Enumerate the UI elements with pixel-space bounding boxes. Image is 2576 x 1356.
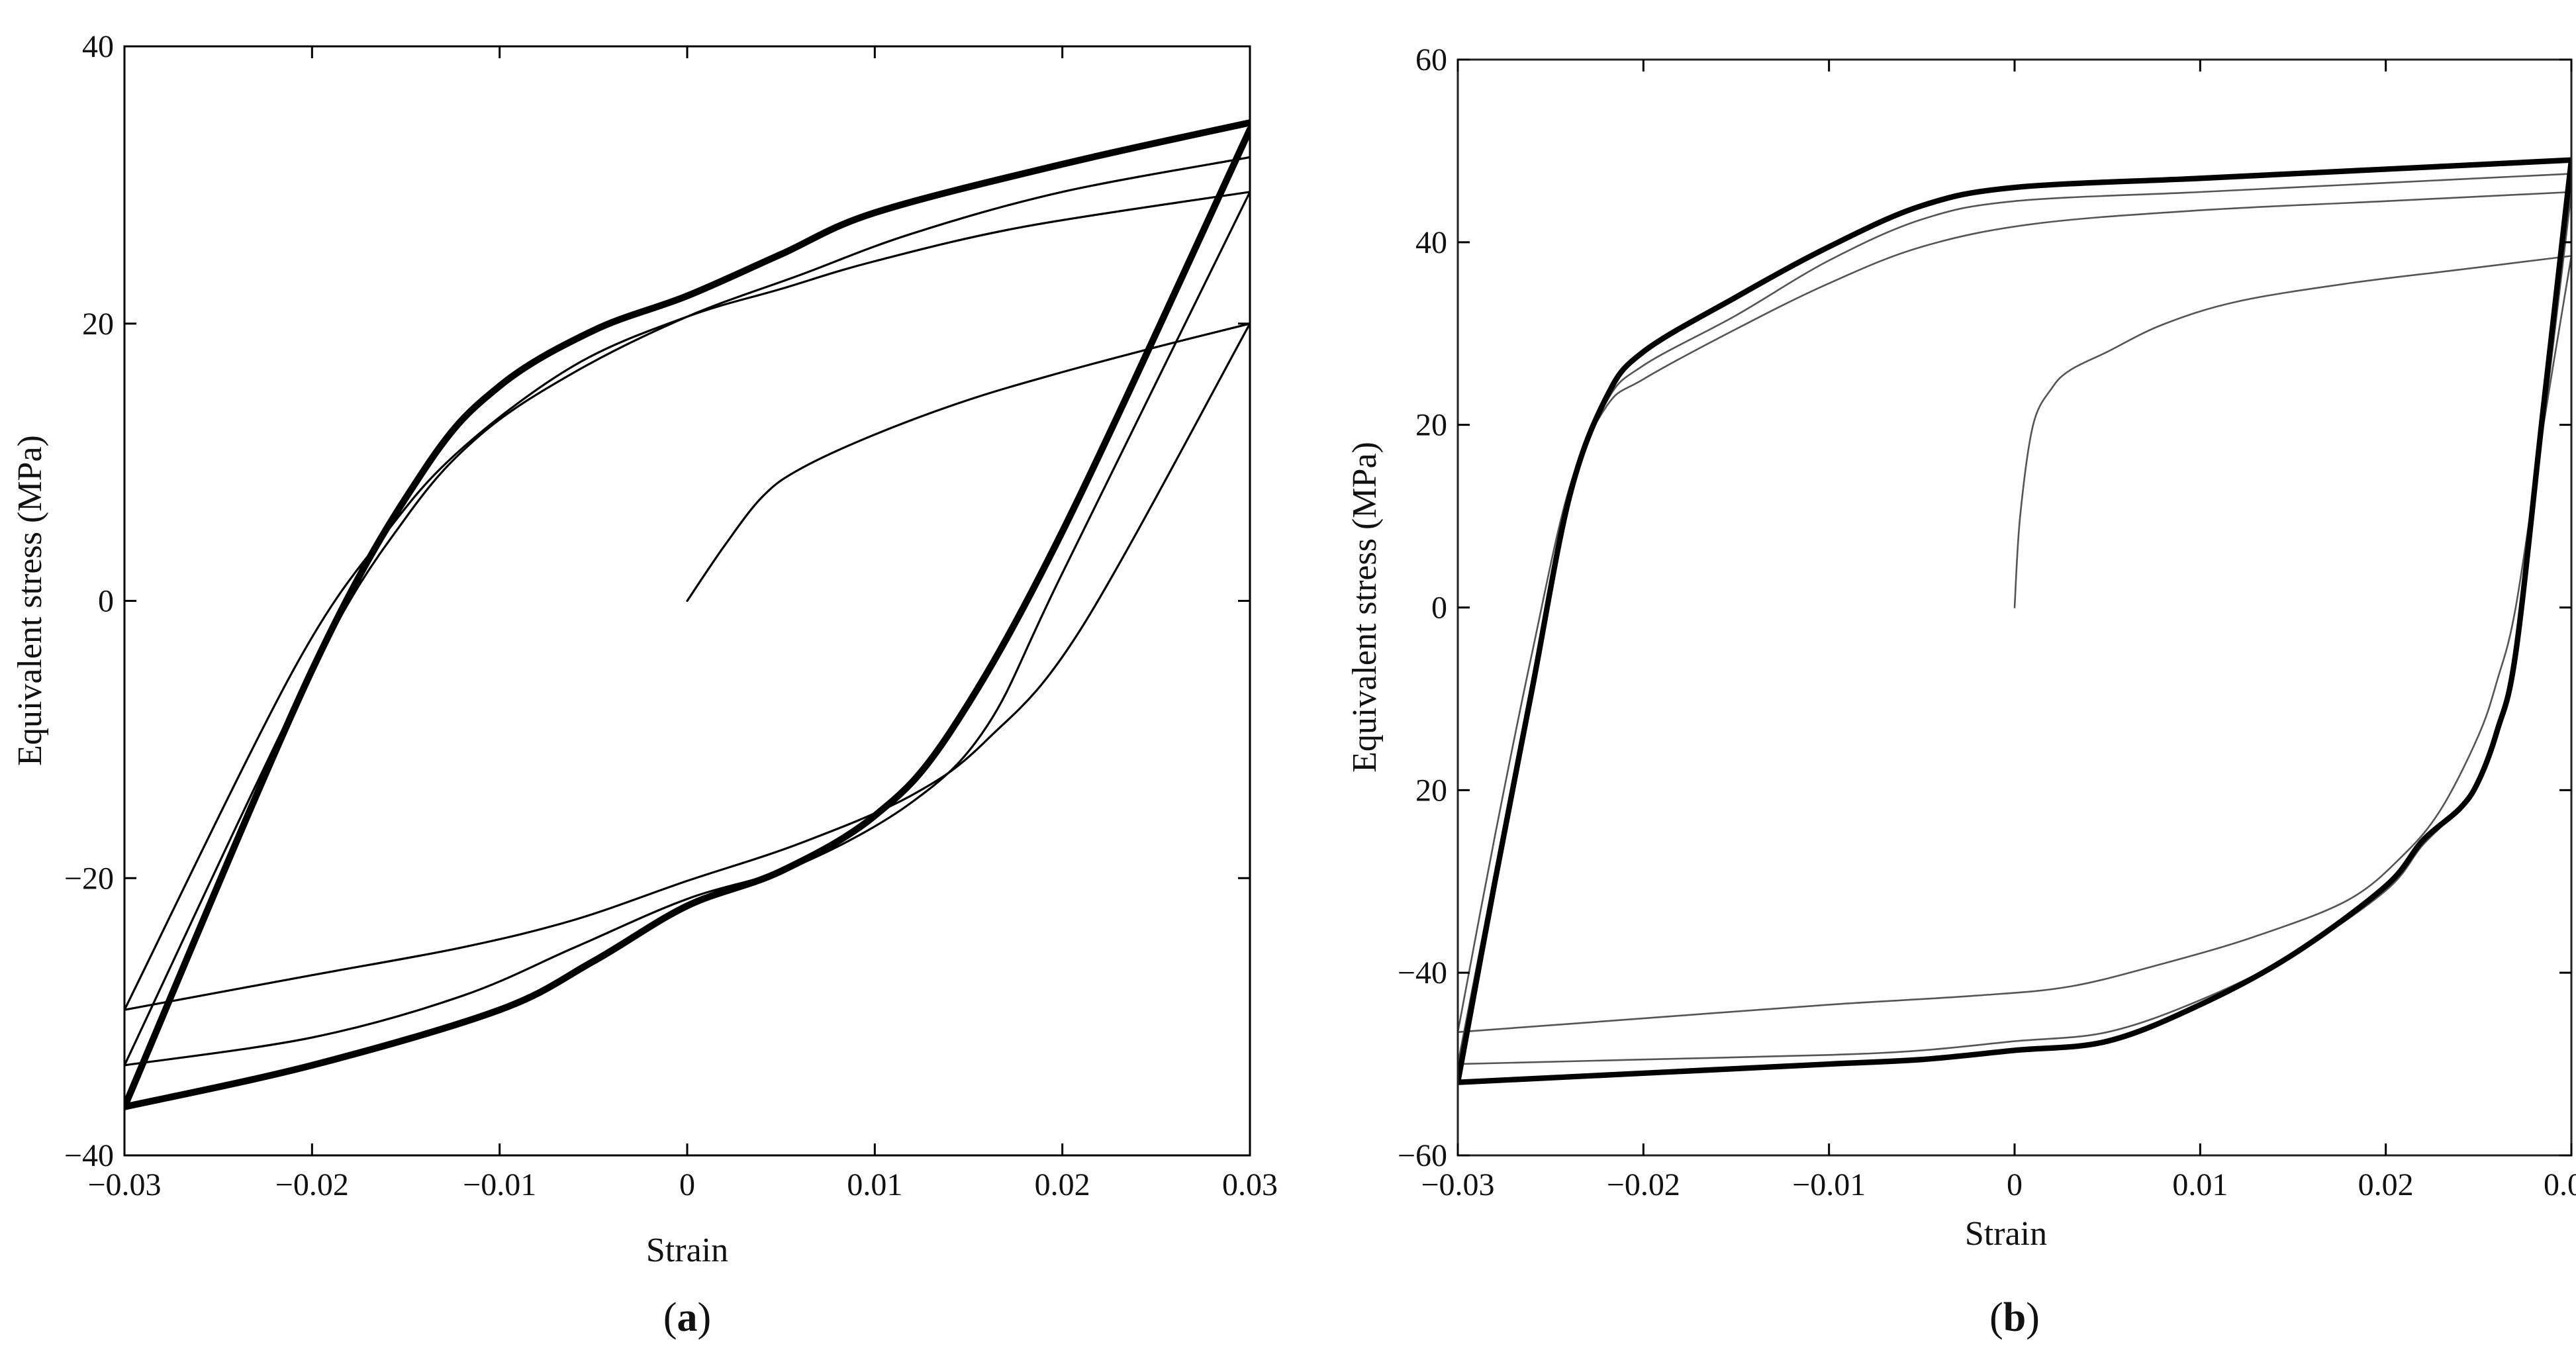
panel-a-series-line-1 (124, 322, 1250, 1011)
panel-b-ticks: −0.03 −0.02 −0.01 0 0.01 0.02 0.03 −60 −40 20 0 20 4… (1398, 42, 2576, 1202)
panel-a-series-line-2 (124, 191, 1250, 1011)
panel-a-ticks: −0.03 −0.02 −0.01 0 0.01 0.02 0.03 −40 −20 0 20 40 (64, 29, 1278, 1202)
panel-b-x-tick-label: −0.01 (1792, 1167, 1866, 1202)
panel-b-x-tick-label: −0.02 (1607, 1167, 1680, 1202)
panel-b-series-line-1 (1458, 255, 2571, 1034)
panel-b-label-letter: b (2003, 1295, 2026, 1340)
panel-a-x-tick-label: −0.02 (275, 1167, 349, 1202)
panel-b-y-axis-title: Equivalent stress (MPa) (1346, 442, 1384, 773)
panel-b-series-line-2 (1458, 191, 2571, 1034)
panel-b-x-tick-label: 0.03 (2544, 1167, 2576, 1202)
panel-a-x-tick-label: 0.03 (1222, 1167, 1278, 1202)
panel-b-stress-strain-chart: −0.03 −0.02 −0.01 0 0.01 0.02 0.03 −60 −40 20 0 20 4… (1346, 42, 2576, 1340)
panel-b-series-line-3 (1458, 191, 2571, 1065)
panel-a-x-tick-label: −0.01 (463, 1167, 536, 1202)
panel-b-label: (b) (1989, 1295, 2040, 1340)
panel-a-series-line-5 (124, 126, 1250, 1110)
panel-b-series-line-4 (1458, 173, 2571, 1065)
panel-a-series-line-6 (124, 119, 1250, 1110)
panel-a-y-tick-label: −20 (64, 861, 114, 896)
panel-a-label: (a) (663, 1295, 711, 1340)
panel-b-y-tick-label: −40 (1398, 955, 1447, 991)
panel-a-y-tick-label: 0 (98, 584, 114, 619)
panel-a-series-layer (124, 119, 1250, 1110)
panel-b-x-tick-label: 0 (2007, 1167, 2023, 1202)
panel-b-series-layer (1458, 157, 2571, 1085)
panel-a-x-tick-label: 0.02 (1035, 1167, 1090, 1202)
panel-a-x-axis-title: Strain (646, 1232, 728, 1269)
panel-a-y-axis-title: Equivalent stress (MPa) (11, 435, 49, 766)
panel-b-x-tick-label: −0.03 (1421, 1167, 1494, 1202)
panel-b-y-tick-label: −60 (1398, 1138, 1447, 1173)
panel-a-x-tick-label: 0 (679, 1167, 695, 1202)
panel-b-x-tick-label: 0.01 (2172, 1167, 2228, 1202)
panel-b-series-line-0 (2013, 255, 2571, 608)
panel-a-y-tick-label: 40 (82, 29, 114, 64)
panel-b-label-open: ( (1989, 1295, 2003, 1340)
panel-b-y-tick-label: 0 (1431, 591, 1447, 626)
panel-b-y-tick-label: 60 (1415, 42, 1447, 77)
panel-b-label-close: ) (2026, 1295, 2040, 1340)
panel-a-stress-strain-chart: −0.03 −0.02 −0.01 0 0.01 0.02 0.03−40−2002040 … (11, 29, 1278, 1340)
panel-b-y-tick-label: 20 (1415, 773, 1447, 808)
panel-a-label-letter: a (677, 1295, 698, 1340)
panel-b-x-axis-title: Strain (1965, 1215, 2047, 1253)
panel-a-y-tick-label: 20 (82, 307, 114, 342)
panel-b-y-tick-label: 40 (1415, 225, 1447, 260)
panel-a-series-line-0 (686, 322, 1250, 603)
panel-b-series-line-5 (1458, 157, 2571, 1085)
panel-a-label-open: ( (663, 1295, 677, 1340)
panel-a-label-close: ) (698, 1295, 712, 1340)
panel-a-x-tick-label: 0.01 (847, 1167, 902, 1202)
panel-a-y-tick-label: −40 (64, 1138, 114, 1173)
panel-b-series-line-6 (1458, 157, 2571, 1085)
panel-b-y-tick-label: 20 (1415, 408, 1447, 443)
panel-b-x-tick-label: 0.02 (2358, 1167, 2414, 1202)
panel-a-x-tick-label: −0.03 (87, 1167, 161, 1202)
